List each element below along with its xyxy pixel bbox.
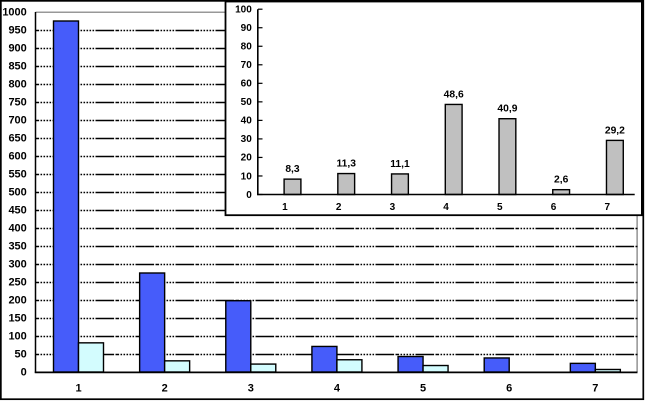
svg-text:700: 700 [8, 115, 26, 127]
svg-text:1: 1 [75, 382, 81, 394]
svg-text:3: 3 [248, 382, 254, 394]
svg-text:11,1: 11,1 [390, 159, 410, 170]
svg-text:100: 100 [235, 5, 252, 16]
svg-text:550: 550 [8, 169, 26, 181]
svg-text:100: 100 [8, 331, 26, 343]
svg-text:200: 200 [8, 295, 26, 307]
svg-text:30: 30 [241, 134, 253, 145]
svg-text:400: 400 [8, 223, 26, 235]
svg-text:80: 80 [241, 42, 253, 53]
svg-text:60: 60 [241, 79, 253, 90]
svg-text:2: 2 [162, 382, 168, 394]
svg-text:450: 450 [8, 205, 26, 217]
svg-text:500: 500 [8, 187, 26, 199]
svg-text:20: 20 [241, 153, 253, 164]
svg-text:950: 950 [8, 25, 26, 37]
svg-text:4: 4 [443, 202, 449, 213]
svg-text:8,3: 8,3 [285, 164, 300, 175]
svg-text:2: 2 [336, 202, 342, 213]
svg-text:800: 800 [8, 79, 26, 91]
svg-text:6: 6 [506, 382, 512, 394]
svg-text:900: 900 [8, 43, 26, 55]
svg-text:29,2: 29,2 [605, 125, 625, 136]
svg-text:300: 300 [8, 259, 26, 271]
svg-text:48,6: 48,6 [444, 89, 464, 100]
svg-text:250: 250 [8, 277, 26, 289]
svg-text:4: 4 [334, 382, 341, 394]
svg-text:5: 5 [497, 202, 503, 213]
svg-text:650: 650 [8, 133, 26, 145]
svg-text:2,6: 2,6 [554, 175, 569, 186]
svg-text:750: 750 [8, 97, 26, 109]
svg-text:3: 3 [390, 202, 396, 213]
svg-text:600: 600 [8, 151, 26, 163]
svg-text:70: 70 [241, 60, 253, 71]
svg-text:1: 1 [282, 202, 288, 213]
svg-text:6: 6 [551, 202, 557, 213]
svg-text:1000: 1000 [2, 7, 26, 19]
svg-text:850: 850 [8, 61, 26, 73]
svg-text:50: 50 [241, 97, 253, 108]
svg-text:5: 5 [420, 382, 426, 394]
svg-text:7: 7 [604, 202, 610, 213]
svg-text:10: 10 [241, 171, 253, 182]
svg-text:0: 0 [246, 190, 252, 201]
svg-text:40: 40 [241, 116, 253, 127]
svg-text:90: 90 [241, 23, 253, 34]
svg-text:150: 150 [8, 313, 26, 325]
svg-text:350: 350 [8, 241, 26, 253]
svg-text:11,3: 11,3 [336, 159, 356, 170]
svg-text:40,9: 40,9 [497, 104, 517, 115]
svg-text:50: 50 [15, 349, 27, 361]
svg-text:7: 7 [592, 382, 598, 394]
svg-text:0: 0 [21, 367, 27, 379]
